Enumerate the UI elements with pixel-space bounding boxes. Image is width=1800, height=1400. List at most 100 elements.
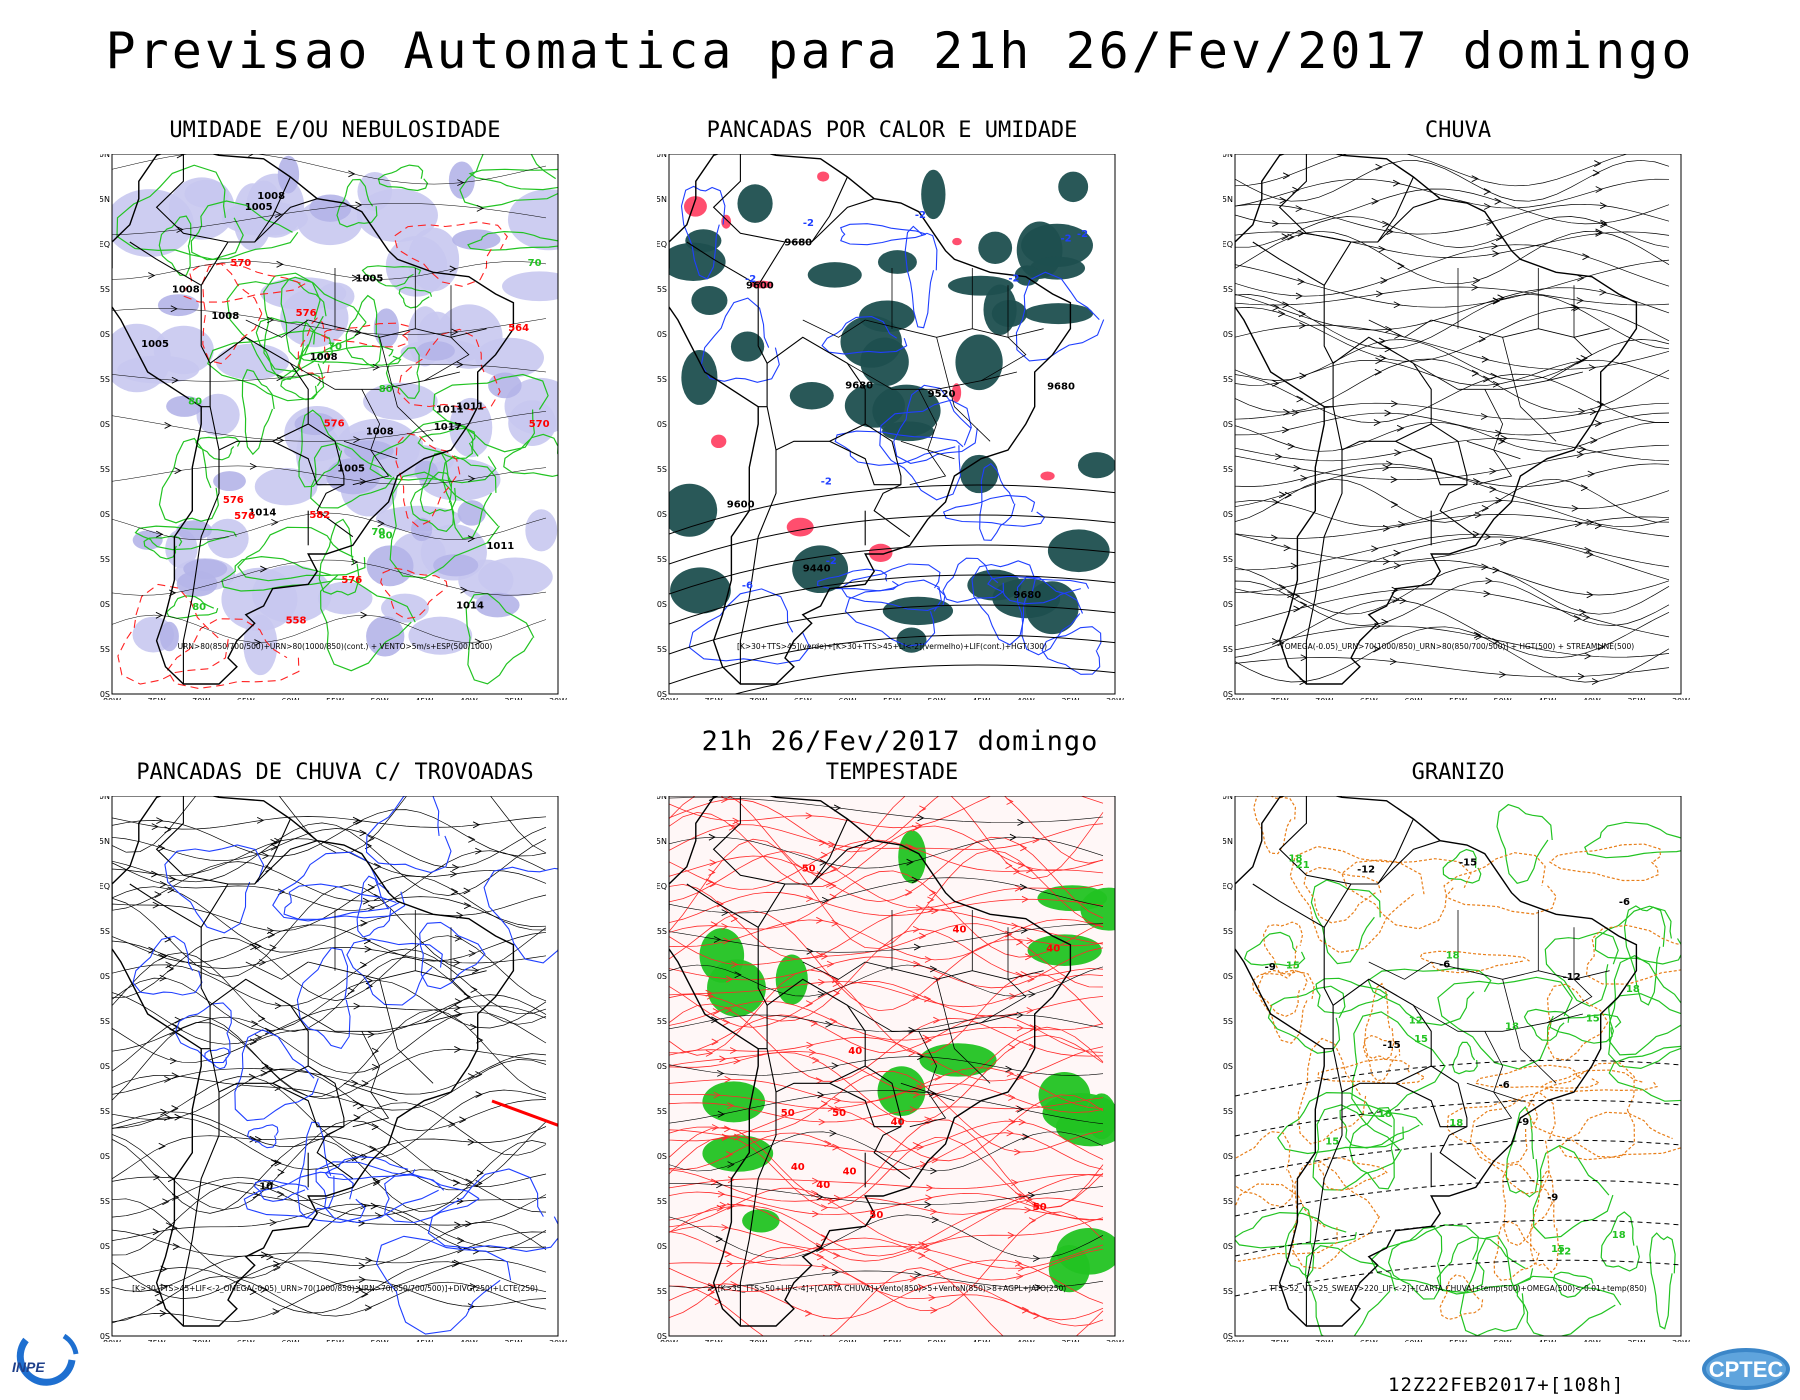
lat-tick-label: 5S xyxy=(1223,927,1233,936)
lat-tick-label: 45S xyxy=(657,645,667,654)
lat-tick-label: 40S xyxy=(657,600,667,609)
lat-tick-label: 25S xyxy=(100,1107,110,1116)
lat-tick-label: 30S xyxy=(100,1152,110,1161)
contour-label: -6 xyxy=(742,580,753,591)
lat-tick-label: 10S xyxy=(1223,972,1233,981)
lon-tick-label: 60W xyxy=(1404,1339,1422,1342)
lat-tick-label: 5S xyxy=(657,285,667,294)
lat-tick-label: 25S xyxy=(657,1107,667,1116)
lon-tick-label: 55W xyxy=(1449,1339,1467,1342)
contour-label: 1011 xyxy=(436,404,464,415)
lon-tick-label: 55W xyxy=(326,1339,344,1342)
contour-label: 9680 xyxy=(845,380,873,391)
contour-label: 570 xyxy=(529,419,550,430)
contour-label: 80 xyxy=(379,384,393,395)
contour-label: -2 xyxy=(745,274,756,285)
lat-tick-label: 20S xyxy=(1223,420,1233,429)
lat-tick-label: 35S xyxy=(657,1197,667,1206)
lat-tick-label: 50S xyxy=(1223,1332,1233,1341)
lon-tick-label: 35W xyxy=(1061,697,1079,700)
lat-tick-label: 35S xyxy=(100,1197,110,1206)
lon-tick-label: 45W xyxy=(1538,697,1556,700)
contour-label: 80 xyxy=(379,531,393,542)
lat-tick-label: 50S xyxy=(657,690,667,699)
contour-label: 1008 xyxy=(310,352,338,363)
valid-time-subtitle: 21h 26/Fev/2017 domingo xyxy=(701,726,1099,757)
lon-tick-label: 65W xyxy=(237,1339,255,1342)
contour-label: 15 xyxy=(1551,1244,1565,1255)
panel-umidade: UMIDADE E/OU NEBULOSIDADE 10N 5N EQ 5S 10S 15… xyxy=(100,118,570,700)
cptec-logo: CPTEC xyxy=(1700,1346,1792,1392)
contour-label: 70 xyxy=(328,342,342,353)
map-tempestade: 10N 5N EQ 5S 10S 15S 20S 25S 30S 35S 40S 45S 50S80W 7… xyxy=(657,796,1127,1342)
lat-tick-label: 15S xyxy=(100,375,110,384)
lon-tick-label: 75W xyxy=(1271,697,1289,700)
lat-tick-label: 10S xyxy=(1223,330,1233,339)
lon-tick-label: 65W xyxy=(794,697,812,700)
lat-tick-label: 20S xyxy=(657,420,667,429)
lat-tick-label: 5S xyxy=(100,927,110,936)
contour-label: 1005 xyxy=(337,463,365,474)
contour-label: -2 xyxy=(1077,229,1088,240)
lat-tick-label: 30S xyxy=(657,1152,667,1161)
lon-tick-label: 40W xyxy=(1583,697,1601,700)
lon-tick-label: 75W xyxy=(148,697,166,700)
svg-text:INPE: INPE xyxy=(12,1359,45,1375)
lat-tick-label: 35S xyxy=(100,555,110,564)
contour-label: -15 xyxy=(1383,1040,1401,1051)
lat-tick-label: 40S xyxy=(1223,1242,1233,1251)
lat-tick-label: 10S xyxy=(100,972,110,981)
panel-title: GRANIZO xyxy=(1411,760,1505,785)
contour-label: 576 xyxy=(223,495,244,506)
contour-label: 18 xyxy=(1289,854,1303,865)
lat-tick-label: 10N xyxy=(657,796,667,801)
contour-label: 564 xyxy=(508,323,529,334)
contour-label: -2 xyxy=(826,556,837,567)
lat-tick-label: 5S xyxy=(1223,285,1233,294)
lat-tick-label: 10S xyxy=(657,972,667,981)
lat-tick-label: 40S xyxy=(657,1242,667,1251)
contour-label: -9 xyxy=(1547,1193,1558,1204)
lat-tick-label: 10N xyxy=(1223,154,1233,159)
contour-label: 18 xyxy=(1449,1118,1463,1129)
contour-label: 40 xyxy=(848,1046,862,1057)
lat-tick-label: 45S xyxy=(100,1287,110,1296)
lon-tick-label: 65W xyxy=(237,697,255,700)
lat-tick-label: 10N xyxy=(100,796,110,801)
lon-tick-label: 35W xyxy=(1061,1339,1079,1342)
lat-tick-label: 20S xyxy=(1223,1062,1233,1071)
lon-tick-label: 70W xyxy=(192,1339,210,1342)
lat-tick-label: 40S xyxy=(1223,600,1233,609)
map-pancadas-trovoadas: 10N 5N EQ 5S 10S 15S 20S 25S 30S 35S 40S 45S 50S80W 7… xyxy=(100,796,570,1342)
panel-legend: [K>30_TTS>45+LIF<-2_OMEGA(-0.05)_URN>70(… xyxy=(132,1284,538,1293)
panel-title: PANCADAS DE CHUVA C/ TROVOADAS xyxy=(136,760,534,785)
contour-label: 40 xyxy=(816,1180,830,1191)
contour-label: 50 xyxy=(869,1210,883,1221)
panel-tempestade: TEMPESTADE 10N 5N EQ 5S 10S 15S 20S 25S 30S 35S 40… xyxy=(657,760,1127,1342)
lat-tick-label: 15S xyxy=(657,375,667,384)
lat-tick-label: 5S xyxy=(100,285,110,294)
lon-tick-label: 80W xyxy=(660,1339,678,1342)
lon-tick-label: 70W xyxy=(1315,1339,1333,1342)
model-run-label: 12Z22FEB2017+[108h] xyxy=(1388,1374,1625,1396)
lon-tick-label: 70W xyxy=(192,697,210,700)
lon-tick-label: 40W xyxy=(460,697,478,700)
contour-label: 50 xyxy=(802,864,816,875)
inpe-logo: INPE xyxy=(6,1330,86,1394)
contour-label: -12 xyxy=(1357,865,1375,876)
lon-tick-label: 30W xyxy=(549,1339,567,1342)
map-chuva: 10N 5N EQ 5S 10S 15S 20S 25S 30S 35S 40S 45S 50S80W 7… xyxy=(1223,154,1693,700)
lat-tick-label: 50S xyxy=(100,1332,110,1341)
contour-label: 70 xyxy=(371,527,385,538)
lon-tick-label: 30W xyxy=(1672,697,1690,700)
lat-tick-label: 40S xyxy=(100,600,110,609)
lon-tick-label: 40W xyxy=(1017,697,1035,700)
panel-title: PANCADAS POR CALOR E UMIDADE xyxy=(706,118,1078,143)
lat-tick-label: 25S xyxy=(1223,465,1233,474)
lat-tick-label: 35S xyxy=(1223,1197,1233,1206)
contour-label: -12 xyxy=(1563,972,1581,983)
panel-title: UMIDADE E/OU NEBULOSIDADE xyxy=(169,118,501,143)
lat-tick-label: 10S xyxy=(100,330,110,339)
lat-tick-label: 5N xyxy=(100,837,110,846)
lat-tick-label: 15S xyxy=(657,1017,667,1026)
